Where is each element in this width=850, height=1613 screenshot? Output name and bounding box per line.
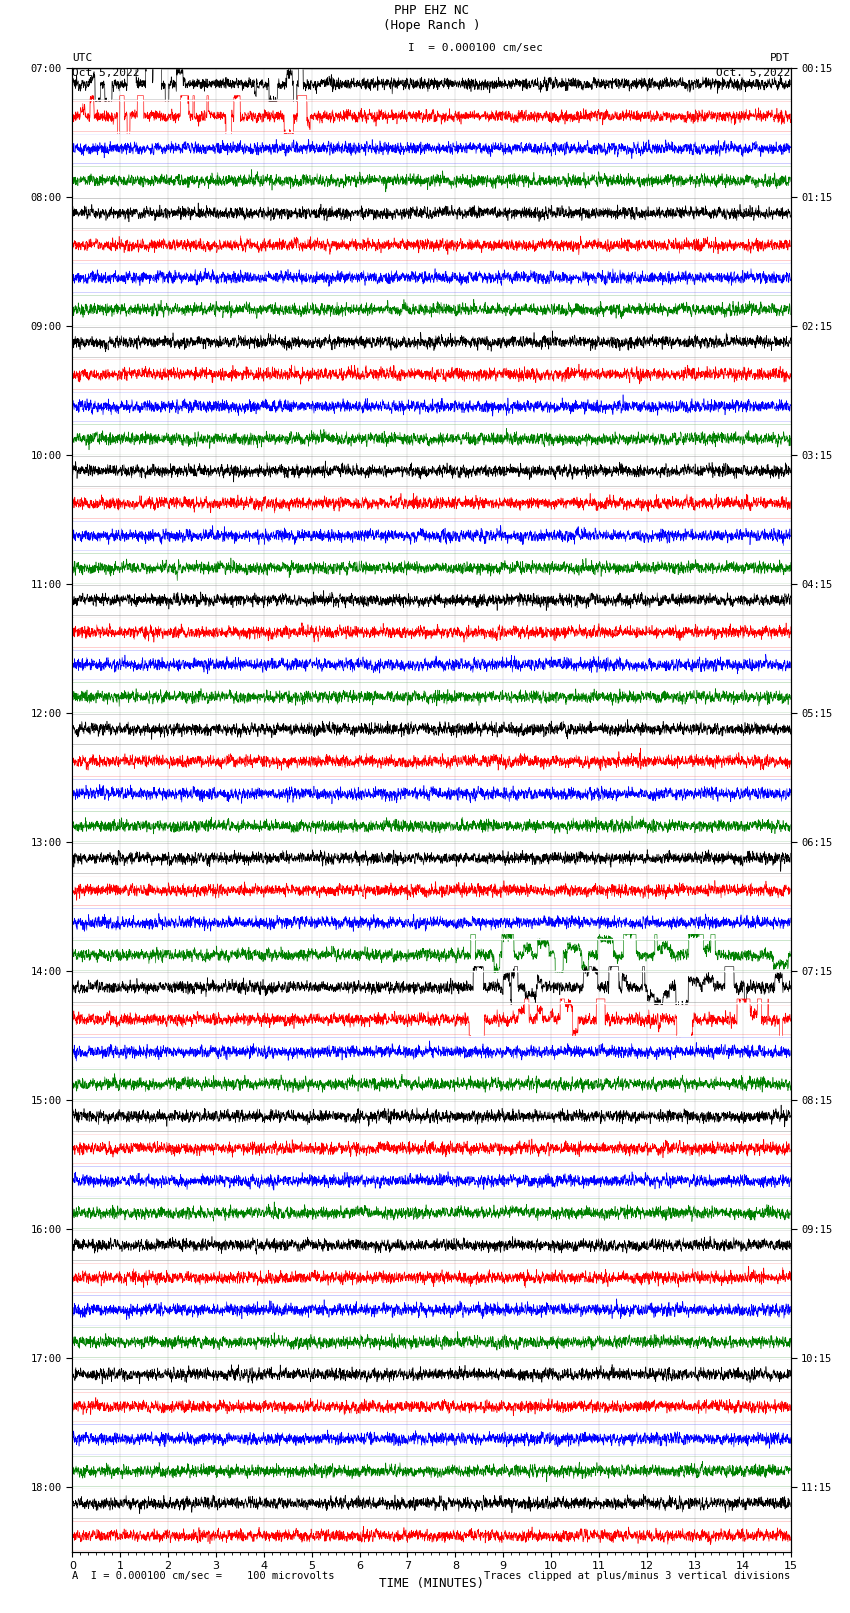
Text: Oct 5,2022: Oct 5,2022	[72, 68, 139, 77]
Text: UTC: UTC	[72, 53, 93, 63]
Text: Traces clipped at plus/minus 3 vertical divisions: Traces clipped at plus/minus 3 vertical …	[484, 1571, 790, 1581]
Text: I  = 0.000100 cm/sec: I = 0.000100 cm/sec	[408, 42, 543, 53]
Text: Oct. 5,2022: Oct. 5,2022	[717, 68, 790, 77]
Text: A  I = 0.000100 cm/sec =    100 microvolts: A I = 0.000100 cm/sec = 100 microvolts	[72, 1571, 335, 1581]
X-axis label: TIME (MINUTES): TIME (MINUTES)	[379, 1578, 484, 1590]
Text: PDT: PDT	[770, 53, 790, 63]
Title: PHP EHZ NC
(Hope Ranch ): PHP EHZ NC (Hope Ranch )	[382, 3, 480, 32]
